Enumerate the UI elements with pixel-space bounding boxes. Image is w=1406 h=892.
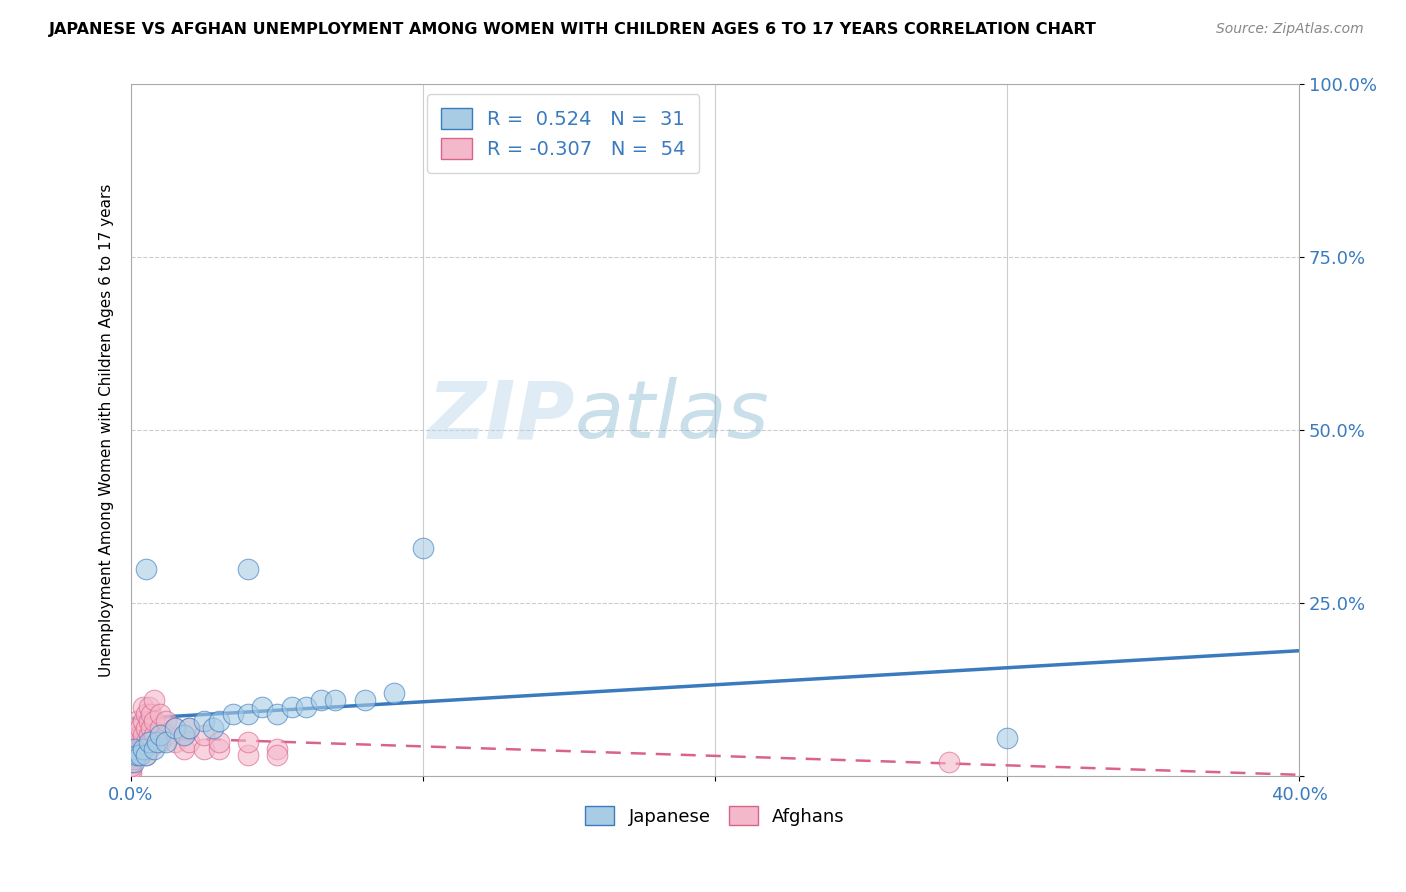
Legend: Japanese, Afghans: Japanese, Afghans bbox=[578, 798, 852, 833]
Point bbox=[131, 728, 153, 742]
Point bbox=[135, 562, 157, 576]
Point bbox=[173, 728, 195, 742]
Point bbox=[236, 748, 259, 763]
Point bbox=[131, 700, 153, 714]
Point bbox=[122, 741, 145, 756]
Point bbox=[135, 734, 157, 748]
Point bbox=[208, 714, 231, 728]
Point bbox=[138, 714, 160, 728]
Point bbox=[131, 734, 153, 748]
Point bbox=[138, 741, 160, 756]
Point bbox=[236, 562, 259, 576]
Point bbox=[155, 714, 177, 728]
Point bbox=[173, 741, 195, 756]
Point bbox=[309, 693, 332, 707]
Point bbox=[120, 765, 142, 780]
Point bbox=[125, 728, 148, 742]
Point bbox=[138, 700, 160, 714]
Y-axis label: Unemployment Among Women with Children Ages 6 to 17 years: Unemployment Among Women with Children A… bbox=[100, 184, 114, 677]
Point bbox=[143, 693, 166, 707]
Point bbox=[122, 756, 145, 770]
Point bbox=[236, 706, 259, 721]
Point bbox=[135, 748, 157, 763]
Point bbox=[280, 700, 302, 714]
Point bbox=[125, 714, 148, 728]
Point bbox=[266, 748, 288, 763]
Point bbox=[128, 741, 150, 756]
Point bbox=[122, 741, 145, 756]
Point bbox=[163, 721, 186, 735]
Point bbox=[131, 741, 153, 756]
Point bbox=[208, 741, 231, 756]
Point bbox=[938, 756, 960, 770]
Text: ZIP: ZIP bbox=[427, 377, 575, 456]
Point bbox=[353, 693, 375, 707]
Point bbox=[222, 706, 245, 721]
Point bbox=[193, 728, 215, 742]
Point bbox=[412, 541, 434, 555]
Point bbox=[163, 721, 186, 735]
Point bbox=[120, 762, 142, 776]
Point bbox=[382, 686, 405, 700]
Point bbox=[122, 752, 145, 766]
Text: Source: ZipAtlas.com: Source: ZipAtlas.com bbox=[1216, 22, 1364, 37]
Point bbox=[122, 748, 145, 763]
Point bbox=[120, 759, 142, 773]
Point bbox=[128, 734, 150, 748]
Point bbox=[266, 741, 288, 756]
Point bbox=[122, 734, 145, 748]
Point bbox=[173, 728, 195, 742]
Point bbox=[325, 693, 347, 707]
Text: atlas: atlas bbox=[575, 377, 769, 456]
Point bbox=[125, 741, 148, 756]
Point bbox=[179, 721, 201, 735]
Point bbox=[149, 734, 172, 748]
Point bbox=[149, 728, 172, 742]
Point bbox=[143, 728, 166, 742]
Point bbox=[128, 721, 150, 735]
Point bbox=[149, 721, 172, 735]
Point bbox=[155, 728, 177, 742]
Point bbox=[135, 748, 157, 763]
Point bbox=[128, 748, 150, 763]
Point bbox=[155, 734, 177, 748]
Point bbox=[179, 721, 201, 735]
Point bbox=[995, 731, 1018, 746]
Point bbox=[120, 756, 142, 770]
Point bbox=[266, 706, 288, 721]
Point bbox=[138, 734, 160, 748]
Point bbox=[193, 714, 215, 728]
Point bbox=[143, 714, 166, 728]
Point bbox=[193, 741, 215, 756]
Point bbox=[135, 706, 157, 721]
Point bbox=[295, 700, 318, 714]
Point bbox=[128, 728, 150, 742]
Point bbox=[149, 706, 172, 721]
Point bbox=[131, 714, 153, 728]
Point bbox=[143, 741, 166, 756]
Point bbox=[179, 734, 201, 748]
Point bbox=[146, 734, 169, 748]
Point bbox=[252, 700, 274, 714]
Point bbox=[135, 721, 157, 735]
Point bbox=[208, 734, 231, 748]
Point bbox=[141, 734, 163, 748]
Point bbox=[138, 728, 160, 742]
Point bbox=[141, 721, 163, 735]
Point bbox=[125, 748, 148, 763]
Point bbox=[236, 734, 259, 748]
Point bbox=[125, 748, 148, 763]
Point bbox=[141, 706, 163, 721]
Point bbox=[201, 721, 224, 735]
Text: JAPANESE VS AFGHAN UNEMPLOYMENT AMONG WOMEN WITH CHILDREN AGES 6 TO 17 YEARS COR: JAPANESE VS AFGHAN UNEMPLOYMENT AMONG WO… bbox=[49, 22, 1097, 37]
Point bbox=[163, 734, 186, 748]
